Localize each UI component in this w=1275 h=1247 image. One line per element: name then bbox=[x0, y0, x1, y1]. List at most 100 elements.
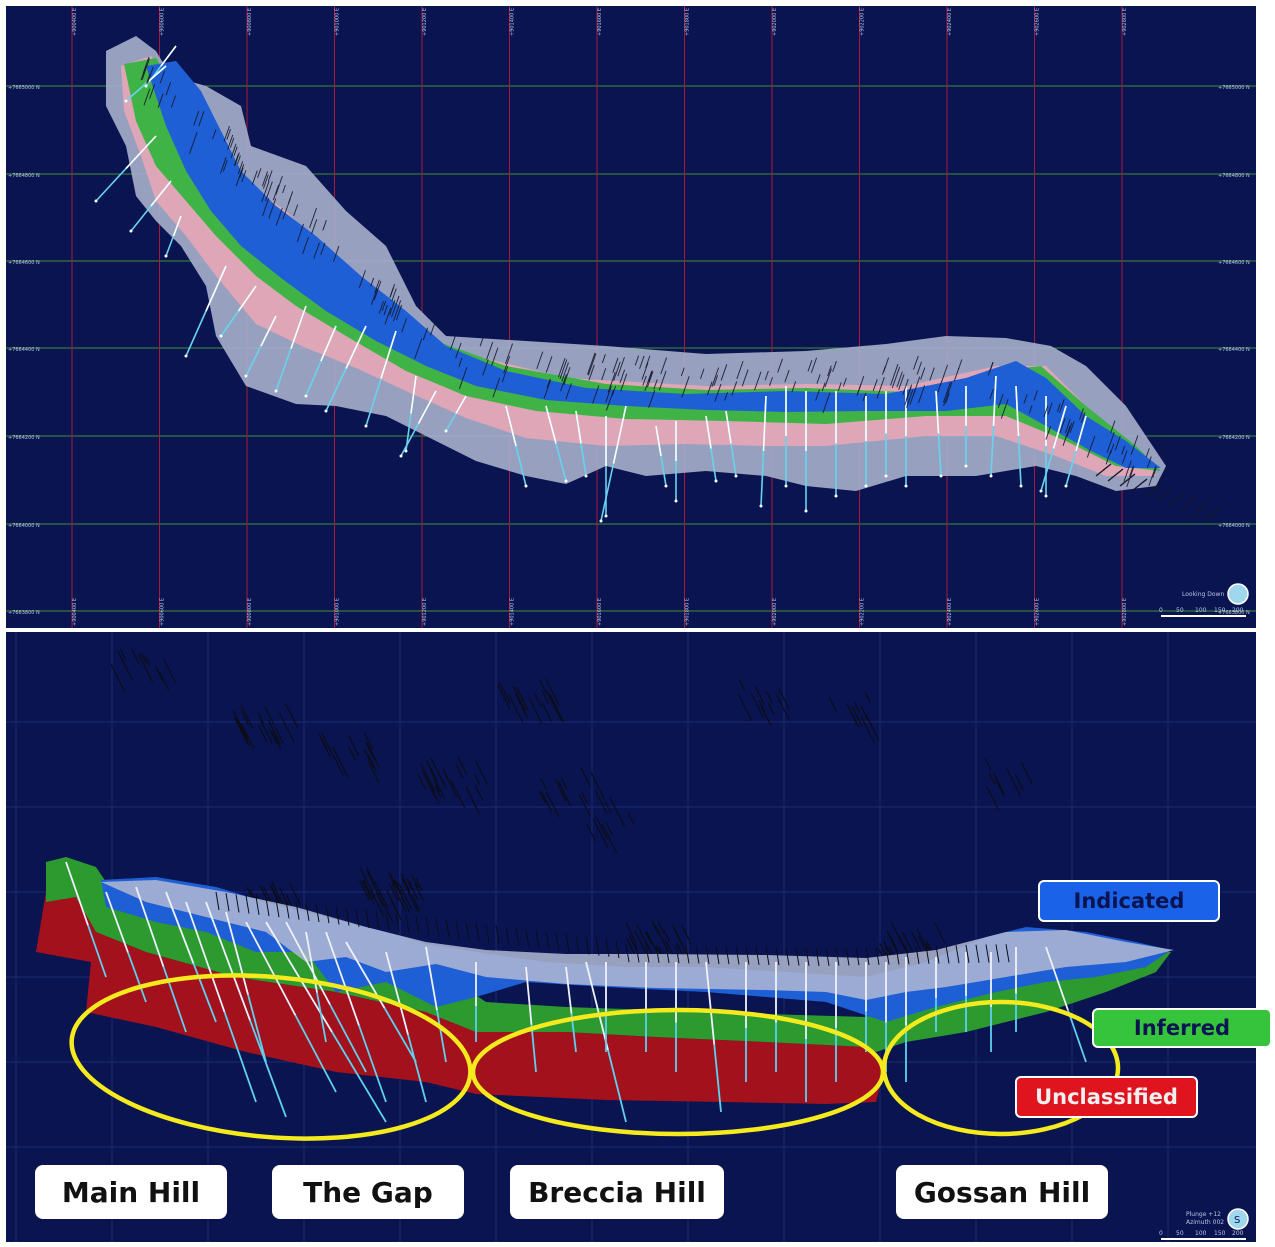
drill-trace-segment bbox=[881, 366, 886, 375]
drill-trace-segment bbox=[311, 219, 318, 235]
drillhole-end bbox=[184, 354, 188, 358]
drillhole-collar-segment bbox=[320, 325, 337, 362]
drillhole-collar-segment bbox=[145, 65, 167, 85]
area-label-breccia-hill: Breccia Hill bbox=[510, 1165, 724, 1219]
drill-trace-segment bbox=[235, 719, 247, 741]
scale-tick: 200 bbox=[1232, 1230, 1244, 1237]
drill-trace-segment bbox=[842, 377, 847, 387]
drill-trace-segment bbox=[918, 936, 927, 951]
drill-trace-segment bbox=[309, 207, 317, 229]
drill-trace-segment bbox=[625, 922, 637, 944]
drillhole-trace bbox=[383, 1007, 417, 1063]
plan-drill-traces bbox=[140, 56, 1220, 522]
drill-trace-segment bbox=[315, 903, 320, 923]
drill-trace-segment bbox=[545, 678, 560, 706]
drill-trace-segment bbox=[165, 82, 172, 96]
drill-trace-segment bbox=[856, 375, 865, 396]
northing-label: +7663800 N bbox=[1218, 610, 1250, 616]
legend-indicated: Indicated bbox=[1038, 880, 1220, 922]
view-info-azimuth: Azimuth 002 bbox=[1186, 1219, 1224, 1226]
drill-trace-segment bbox=[791, 381, 797, 393]
drill-trace-segment bbox=[625, 944, 630, 963]
gossan-hill-outline bbox=[881, 999, 1121, 1137]
drill-trace-segment bbox=[515, 686, 529, 711]
drill-trace-segment bbox=[995, 944, 1000, 963]
drill-trace-segment bbox=[1130, 435, 1139, 456]
drill-trace-segment bbox=[285, 894, 293, 907]
drill-trace-segment bbox=[711, 367, 720, 388]
drill-trace-segment bbox=[479, 337, 484, 347]
drill-trace-segment bbox=[947, 381, 953, 395]
drill-trace-segment bbox=[587, 352, 596, 375]
drill-trace-segment bbox=[391, 295, 400, 318]
north-compass: Looking Down bbox=[1182, 583, 1249, 605]
drill-trace-segment bbox=[822, 392, 831, 414]
drill-trace-segment bbox=[391, 882, 407, 913]
drill-trace-segment bbox=[815, 947, 820, 967]
drill-trace-segment bbox=[361, 880, 375, 905]
easting-label: +902000 E bbox=[772, 598, 778, 626]
drillhole-collar-segment bbox=[725, 410, 732, 444]
northing-label: +7664800 N bbox=[1218, 173, 1250, 179]
drill-trace-segment bbox=[594, 790, 608, 814]
drill-trace-segment bbox=[536, 351, 544, 369]
easting-label: +902000 E bbox=[772, 8, 778, 36]
drill-trace-segment bbox=[657, 921, 665, 934]
drill-trace-segment bbox=[835, 947, 840, 966]
drill-trace-segment bbox=[347, 735, 360, 757]
drill-trace-segment bbox=[665, 944, 670, 964]
drillhole-collar-segment bbox=[105, 891, 129, 953]
drill-trace-segment bbox=[646, 931, 659, 955]
drill-trace-segment bbox=[474, 784, 484, 802]
drill-trace-segment bbox=[891, 366, 901, 389]
drill-trace-segment bbox=[714, 383, 722, 402]
drill-trace-segment bbox=[595, 816, 608, 840]
drill-trace-segment bbox=[545, 931, 550, 950]
drill-trace-segment bbox=[904, 386, 912, 406]
drill-trace-segment bbox=[322, 220, 327, 231]
drill-trace-segment bbox=[828, 696, 838, 712]
drill-trace-segment bbox=[764, 370, 769, 381]
plan-view-map: +7665000 N +7665000 N +7664800 N +7664800 N… bbox=[6, 6, 1256, 628]
drill-trace-segment bbox=[465, 921, 470, 941]
drillhole-collar-segment bbox=[655, 425, 662, 457]
drill-trace-segment bbox=[458, 367, 468, 390]
drill-trace-segment bbox=[545, 690, 560, 717]
drill-trace-segment bbox=[920, 367, 926, 380]
drill-trace-segment bbox=[636, 924, 649, 947]
drillhole-collar-segment bbox=[185, 901, 226, 1013]
drillhole-end bbox=[584, 474, 588, 478]
drill-trace-segment bbox=[941, 364, 949, 383]
drill-trace-segment bbox=[975, 944, 980, 963]
drill-trace-segment bbox=[405, 914, 410, 933]
drillhole-end bbox=[444, 429, 448, 433]
easting-label: +902200 E bbox=[860, 598, 866, 626]
drill-trace-segment bbox=[405, 877, 413, 890]
drill-trace-segment bbox=[227, 134, 234, 150]
drill-trace-segment bbox=[585, 936, 590, 955]
drillhole-end bbox=[1019, 484, 1023, 488]
drill-trace-segment bbox=[495, 925, 500, 944]
drill-trace-segment bbox=[580, 791, 588, 804]
drillhole-collar-segment bbox=[225, 911, 249, 995]
drillhole-end bbox=[94, 199, 98, 203]
drill-trace-segment bbox=[442, 768, 458, 798]
drill-trace-segment bbox=[775, 947, 780, 966]
drill-trace-segment bbox=[482, 359, 489, 376]
drill-trace-segment bbox=[245, 895, 250, 914]
drillhole-collar-segment bbox=[205, 265, 227, 312]
easting-label: +900800 E bbox=[247, 598, 253, 626]
drill-trace-segment bbox=[754, 371, 762, 391]
drill-trace-segment bbox=[505, 343, 514, 365]
drill-trace-segment bbox=[699, 368, 705, 380]
drill-trace-segment bbox=[1107, 468, 1124, 482]
legend-inferred: Inferred bbox=[1092, 1008, 1272, 1048]
drill-trace-segment bbox=[777, 358, 783, 373]
drill-trace-segment bbox=[545, 791, 560, 818]
drill-trace-segment bbox=[158, 671, 170, 691]
drillhole-collar-segment bbox=[545, 405, 557, 444]
drill-trace-segment bbox=[1143, 483, 1160, 497]
drillhole-trace bbox=[87, 924, 107, 978]
drill-trace-segment bbox=[422, 327, 429, 341]
drill-trace-segment bbox=[401, 878, 411, 895]
